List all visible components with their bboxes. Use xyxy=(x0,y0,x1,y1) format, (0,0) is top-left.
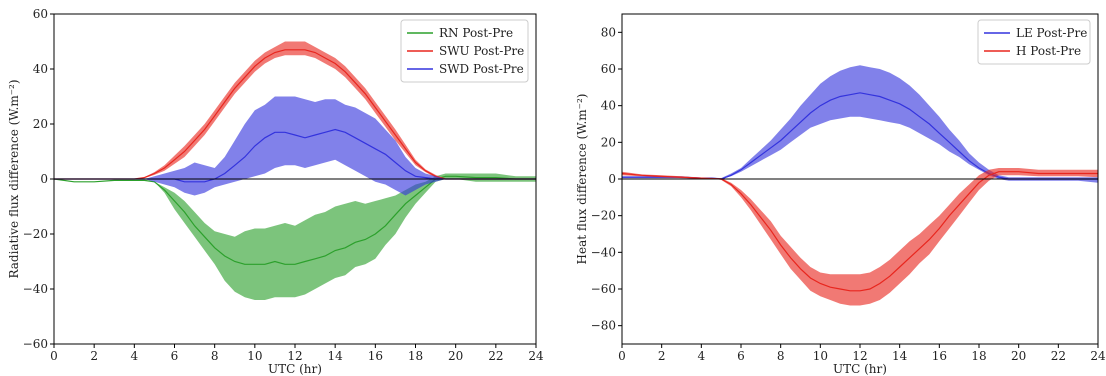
x-tick-label: 2 xyxy=(90,349,98,363)
y-tick-label: 60 xyxy=(33,7,48,21)
series-line-2 xyxy=(621,171,1098,292)
y-axis-label: Heat flux difference (W.m⁻²) xyxy=(575,94,589,265)
legend-label: SWD Post-Pre xyxy=(439,62,524,76)
y-tick-label: 0 xyxy=(40,172,48,186)
y-tick-label: −20 xyxy=(591,209,616,223)
x-tick-label: 22 xyxy=(488,349,503,363)
x-tick-label: 8 xyxy=(777,349,785,363)
legend: LE Post-Pre H Post-Pre xyxy=(977,19,1091,65)
x-tick-label: 10 xyxy=(247,349,262,363)
legend-box xyxy=(977,19,1091,65)
x-tick-label: 18 xyxy=(971,349,986,363)
y-tick-label: −60 xyxy=(591,282,616,296)
series-band-1 xyxy=(54,173,536,300)
x-tick-label: 12 xyxy=(852,349,867,363)
x-tick-label: 6 xyxy=(171,349,179,363)
x-tick-label: 20 xyxy=(448,349,463,363)
y-tick-label: −40 xyxy=(591,245,616,259)
x-tick-label: 2 xyxy=(658,349,666,363)
legend-label: H Post-Pre xyxy=(1016,44,1081,58)
x-axis-label: UTC (hr) xyxy=(268,362,322,376)
legend-box xyxy=(400,19,529,83)
x-tick-label: 8 xyxy=(211,349,219,363)
x-tick-label: 24 xyxy=(1090,349,1106,363)
y-tick-label: 20 xyxy=(33,117,48,131)
x-axis-label: UTC (hr) xyxy=(833,362,887,376)
x-tick-label: 18 xyxy=(408,349,423,363)
x-tick-label: 10 xyxy=(813,349,828,363)
y-tick-label: 80 xyxy=(601,25,616,39)
y-tick-label: 20 xyxy=(601,135,616,149)
chart-1: 0 2 4 6 8 10 12 14 16 18 20 22 24−60−40−200204060UTC… xyxy=(7,7,544,376)
x-tick-label: 16 xyxy=(932,349,947,363)
x-tick-label: 0 xyxy=(618,349,626,363)
y-tick-label: 40 xyxy=(33,62,48,76)
x-tick-label: 14 xyxy=(328,349,344,363)
x-tick-label: 4 xyxy=(698,349,706,363)
y-tick-label: −80 xyxy=(591,319,616,333)
legend-label: RN Post-Pre xyxy=(439,26,513,40)
x-tick-label: 12 xyxy=(287,349,302,363)
y-tick-label: 40 xyxy=(601,99,616,113)
y-tick-label: −20 xyxy=(23,227,48,241)
y-axis-label: Radiative flux difference (W.m⁻²) xyxy=(7,79,21,278)
legend-label: SWU Post-Pre xyxy=(439,44,524,58)
x-tick-label: 22 xyxy=(1051,349,1066,363)
x-tick-label: 6 xyxy=(737,349,745,363)
y-tick-label: 60 xyxy=(601,62,616,76)
x-tick-label: 0 xyxy=(50,349,58,363)
x-tick-label: 20 xyxy=(1011,349,1026,363)
series-line-1 xyxy=(53,175,536,265)
series-band-3 xyxy=(54,96,536,196)
chart-2: 0 2 4 6 8 10 12 14 16 18 20 22 24−80−60−40−200204060… xyxy=(575,13,1106,376)
y-tick-label: 0 xyxy=(608,172,616,186)
series-band-2 xyxy=(622,168,1098,306)
x-tick-label: 4 xyxy=(131,349,139,363)
legend-label: LE Post-Pre xyxy=(1016,26,1087,40)
series-line-2 xyxy=(54,49,536,180)
x-tick-label: 24 xyxy=(528,349,544,363)
y-tick-label: −40 xyxy=(23,282,48,296)
x-tick-label: 16 xyxy=(368,349,383,363)
legend: RN Post-Pre SWU Post-Pre SWD Post-Pre xyxy=(400,19,529,83)
series-band-1 xyxy=(622,65,1098,183)
x-tick-label: 14 xyxy=(892,349,908,363)
y-tick-label: −60 xyxy=(23,337,48,351)
